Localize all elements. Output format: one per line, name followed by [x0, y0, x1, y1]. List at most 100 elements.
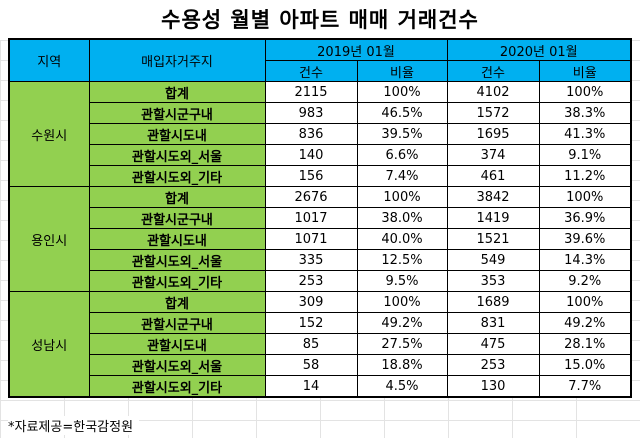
count-2019-cell: 85 [264, 333, 358, 355]
count-2019-cell: 156 [264, 165, 358, 187]
count-2020-cell: 130 [446, 375, 540, 398]
count-2019-header: 건수 [264, 60, 358, 82]
table-row: 관할시도외_서울 335 12.5% 549 14.3% [9, 249, 632, 271]
count-2020-cell: 831 [446, 312, 540, 334]
count-2019-cell: 140 [264, 144, 358, 166]
ratio-2020-cell: 7.7% [538, 375, 632, 398]
table-row: 수원시 합계 2115 100% 4102 100% [8, 81, 632, 187]
table-row: 관할시도외_기타 14 4.5% 130 7.7% [9, 375, 632, 398]
ratio-2019-cell: 100% [356, 186, 448, 208]
table-row: 관할시군구내 152 49.2% 831 49.2% [9, 312, 632, 334]
ratio-2019-cell: 6.6% [356, 144, 448, 166]
table-row: 관할시도외_기타 253 9.5% 353 9.2% [9, 270, 632, 292]
count-2019-cell: 309 [264, 291, 358, 313]
transaction-table: 지역 매입자거주지 2019년 01월 2020년 01월 건수 비율 건수 비… [8, 38, 632, 398]
count-2019-cell: 983 [264, 102, 358, 124]
ratio-2020-cell: 41.3% [538, 123, 632, 145]
buyer-residence-cell: 관할시군구내 [88, 102, 266, 124]
count-2020-cell: 353 [446, 270, 540, 292]
ratio-2019-cell: 39.5% [356, 123, 448, 145]
count-2020-cell: 374 [446, 144, 540, 166]
buyer-residence-cell: 관할시도외_서울 [88, 354, 266, 376]
count-2019-cell: 152 [264, 312, 358, 334]
count-2020-header: 건수 [446, 60, 540, 82]
region-column-header: 지역 [8, 38, 90, 82]
ratio-2019-cell: 40.0% [356, 228, 448, 250]
ratio-2019-cell: 100% [356, 291, 448, 313]
ratio-2019-header: 비율 [356, 60, 448, 82]
table-row: 관할시군구내 1017 38.0% 1419 36.9% [9, 207, 632, 229]
table-row: 관할시군구내 983 46.5% 1572 38.3% [9, 102, 632, 124]
count-2019-cell: 1071 [264, 228, 358, 250]
count-2020-cell: 461 [446, 165, 540, 187]
count-2019-cell: 58 [264, 354, 358, 376]
ratio-2019-cell: 100% [356, 81, 448, 103]
ratio-2019-cell: 9.5% [356, 270, 448, 292]
buyer-residence-cell: 관할시도내 [88, 333, 266, 355]
buyer-residence-cell: 관할시도외_서울 [88, 144, 266, 166]
ratio-2020-cell: 100% [538, 81, 632, 103]
ratio-2020-cell: 11.2% [538, 165, 632, 187]
ratio-2020-cell: 15.0% [538, 354, 632, 376]
ratio-2020-cell: 100% [538, 291, 632, 313]
count-2020-cell: 1695 [446, 123, 540, 145]
ratio-2019-cell: 49.2% [356, 312, 448, 334]
buyer-residence-cell: 합계 [88, 186, 266, 208]
table-row: 용인시 합계 2676 100% 3842 100% [8, 186, 632, 292]
region-name: 성남시 [8, 291, 90, 398]
count-2019-cell: 253 [264, 270, 358, 292]
table-row: 관할시도내 836 39.5% 1695 41.3% [9, 123, 632, 145]
ratio-2020-cell: 39.6% [538, 228, 632, 250]
count-2020-cell: 1521 [446, 228, 540, 250]
ratio-2020-cell: 28.1% [538, 333, 632, 355]
count-2020-cell: 3842 [446, 186, 540, 208]
buyer-residence-cell: 합계 [88, 291, 266, 313]
table-row: 성남시 합계 309 100% 1689 100% [8, 291, 632, 398]
ratio-2019-cell: 18.8% [356, 354, 448, 376]
period-2020-header: 2020년 01월 [446, 38, 632, 61]
count-2020-cell: 1572 [446, 102, 540, 124]
table-row: 관할시도내 1071 40.0% 1521 39.6% [9, 228, 632, 250]
page-title: 수용성 월별 아파트 매매 거래건수 [0, 0, 640, 40]
ratio-2019-cell: 12.5% [356, 249, 448, 271]
count-2019-cell: 836 [264, 123, 358, 145]
table-row: 관할시도외_서울 58 18.8% 253 15.0% [9, 354, 632, 376]
ratio-2020-cell: 36.9% [538, 207, 632, 229]
count-2019-cell: 2115 [264, 81, 358, 103]
buyer-residence-cell: 관할시도외_기타 [88, 270, 266, 292]
ratio-2020-cell: 38.3% [538, 102, 632, 124]
ratio-2020-cell: 100% [538, 186, 632, 208]
count-2020-cell: 1419 [446, 207, 540, 229]
ratio-2019-cell: 46.5% [356, 102, 448, 124]
ratio-2019-cell: 7.4% [356, 165, 448, 187]
count-2020-cell: 253 [446, 354, 540, 376]
buyer-residence-cell: 관할시도외_서울 [88, 249, 266, 271]
ratio-2020-header: 비율 [538, 60, 632, 82]
region-name: 용인시 [8, 186, 90, 292]
buyer-residence-cell: 관할시도내 [88, 123, 266, 145]
ratio-2020-cell: 9.1% [538, 144, 632, 166]
ratio-2019-cell: 27.5% [356, 333, 448, 355]
buyer-residence-cell: 관할시도외_기타 [88, 375, 266, 398]
buyer-residence-cell: 관할시도내 [88, 228, 266, 250]
buyer-residence-cell: 관할시군구내 [88, 312, 266, 334]
count-2019-cell: 1017 [264, 207, 358, 229]
buyer-residence-cell: 합계 [88, 81, 266, 103]
buyer-residence-cell: 관할시군구내 [88, 207, 266, 229]
ratio-2020-cell: 49.2% [538, 312, 632, 334]
buyer-residence-cell: 관할시도외_기타 [88, 165, 266, 187]
count-2020-cell: 549 [446, 249, 540, 271]
count-2020-cell: 1689 [446, 291, 540, 313]
count-2020-cell: 475 [446, 333, 540, 355]
table-row: 관할시도외_기타 156 7.4% 461 11.2% [9, 165, 632, 187]
count-2020-cell: 4102 [446, 81, 540, 103]
table-body: 수원시 합계 2115 100% 4102 100% 관할시군구내 983 46.5% 1572 3… [8, 81, 632, 398]
table-row: 관할시도외_서울 140 6.6% 374 9.1% [9, 144, 632, 166]
source-footnote: *자료제공=한국감정원 [8, 416, 140, 435]
count-2019-cell: 335 [264, 249, 358, 271]
ratio-2020-cell: 14.3% [538, 249, 632, 271]
region-name: 수원시 [8, 81, 90, 187]
count-2019-cell: 2676 [264, 186, 358, 208]
ratio-2019-cell: 4.5% [356, 375, 448, 398]
table-row: 관할시도내 85 27.5% 475 28.1% [9, 333, 632, 355]
